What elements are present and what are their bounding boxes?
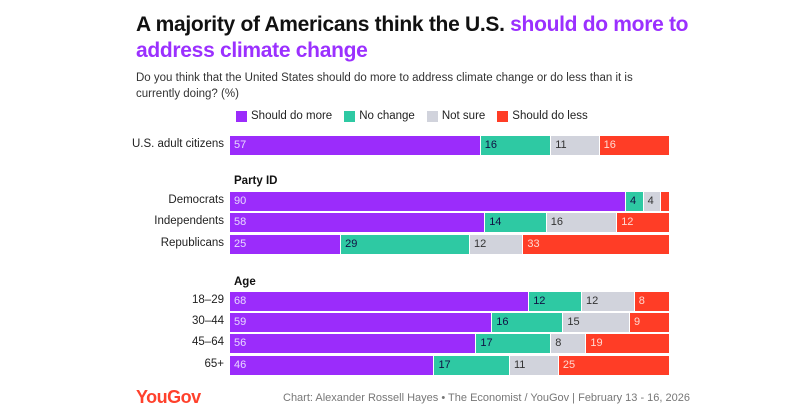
bar-segment-no-change: 12 (529, 292, 581, 311)
group-heading: Party ID (234, 175, 278, 187)
row-label: 65+ (204, 358, 224, 370)
bar-segment-not-sure: 11 (510, 356, 558, 375)
bar-segment-should-do-less: 12 (617, 213, 669, 232)
bar-segment-should-do-more: 59 (230, 313, 492, 332)
legend-label: Not sure (441, 110, 486, 122)
bar-segment-no-change: 4 (626, 192, 643, 211)
bar-segment-not-sure: 4 (643, 192, 661, 211)
row-label: Independents (154, 215, 224, 227)
chart-title: A majority of Americans think the U.S. s… (136, 12, 696, 64)
legend-swatch (344, 110, 356, 122)
bar-segment-should-do-more: 90 (230, 192, 625, 211)
legend-swatch (426, 110, 438, 122)
bar-segment-should-do-less: 33 (523, 235, 669, 254)
bar-segment-no-change: 29 (341, 235, 469, 254)
bar-segment-should-do-more: 25 (230, 235, 341, 254)
bar-segment-should-do-less: 9 (630, 313, 669, 332)
bar-segment-not-sure: 12 (582, 292, 634, 311)
bar-segment-no-change: 14 (485, 213, 546, 232)
bar-segment-should-do-more: 58 (230, 213, 485, 232)
bar-segment-should-do-less: 8 (634, 292, 669, 311)
legend-swatch (236, 110, 247, 122)
row-label: 18–29 (192, 294, 224, 306)
bar-segment-should-do-more: 57 (230, 136, 480, 155)
bar-segment-no-change: 16 (480, 136, 551, 155)
bar-segment-no-change: 16 (492, 313, 563, 332)
bar-segment-should-do-less (661, 192, 669, 211)
title-highlight: should do more to address climate change (136, 13, 689, 62)
bar-segment-not-sure: 11 (551, 136, 599, 155)
bar-segment-should-do-more: 68 (230, 292, 529, 311)
bar-segment-should-do-less: 16 (599, 136, 669, 155)
bar-segment-should-do-less: 19 (586, 334, 669, 353)
bar-segment-should-do-more: 46 (230, 356, 434, 375)
row-label: Republicans (160, 237, 224, 249)
bar-segment-should-do-more: 56 (230, 334, 476, 353)
legend: Should do more No change Not sure Should do… (236, 110, 588, 122)
legend-item: Not sure (426, 110, 486, 122)
source-note: Chart: Alexander Rossell Hayes • The Eco… (283, 392, 690, 404)
bar-segment-not-sure: 12 (470, 235, 523, 254)
legend-swatch (497, 110, 509, 122)
title-text: A majority of Americans think the U.S. (136, 13, 511, 36)
legend-item: Should do less (497, 110, 588, 122)
legend-item: No change (344, 110, 415, 122)
yougov-logo: YouGov (136, 387, 201, 407)
bar-segment-no-change: 17 (434, 356, 509, 375)
legend-label: Should do less (512, 110, 588, 122)
bar-segment-not-sure: 16 (546, 213, 617, 232)
bar-segment-should-do-less: 25 (558, 356, 669, 375)
row-label: 30–44 (192, 315, 224, 327)
row-label: Democrats (168, 194, 224, 206)
bar-segment-not-sure: 8 (551, 334, 586, 353)
legend-item: Should do more (236, 110, 332, 122)
row-label: 45–64 (192, 336, 224, 348)
bar-segment-not-sure: 15 (563, 313, 629, 332)
group-heading: Age (234, 276, 256, 288)
legend-label: Should do more (251, 110, 333, 122)
row-label: U.S. adult citizens (131, 138, 224, 150)
bar-segment-no-change: 17 (476, 334, 551, 353)
legend-label: No change (359, 110, 415, 122)
chart-subtitle: Do you think that the United States shou… (136, 72, 633, 100)
